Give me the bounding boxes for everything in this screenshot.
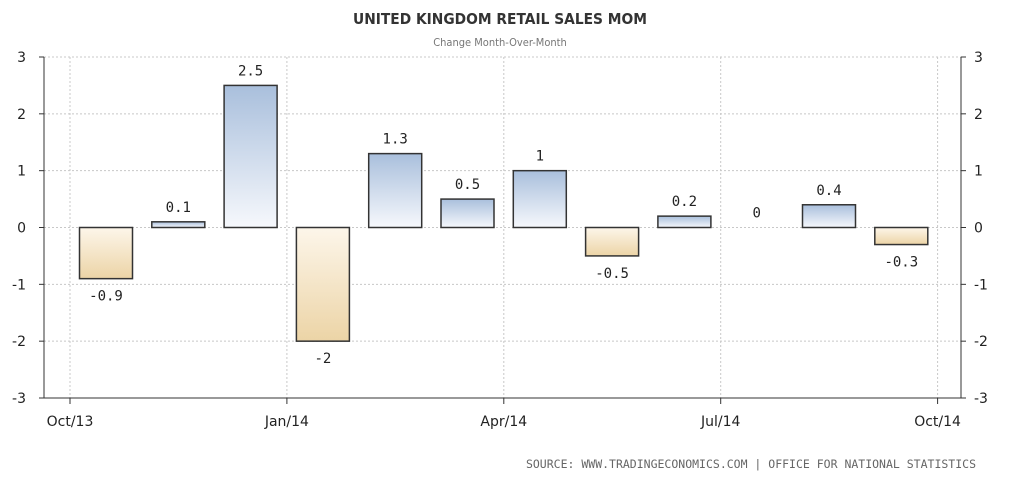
- data-label: 1: [536, 149, 544, 165]
- chart-source: SOURCE: WWW.TRADINGECONOMICS.COM | OFFIC…: [525, 457, 976, 471]
- y-tick-label-right: 0: [974, 221, 983, 237]
- y-tick-label-left: 1: [17, 164, 26, 180]
- x-tick-label: Jan/14: [264, 414, 309, 430]
- bars: [78, 84, 929, 342]
- bar-apr-14: [512, 169, 568, 229]
- y-tick-label-left: 3: [17, 50, 26, 66]
- bar-jun-14: [657, 215, 712, 229]
- data-label: 0: [752, 206, 760, 222]
- y-tick-label-right: 3: [974, 50, 983, 66]
- y-tick-label-left: -1: [12, 277, 26, 293]
- data-label: 0.5: [455, 177, 480, 193]
- data-label: 0.4: [816, 183, 841, 199]
- y-tick-label-right: -3: [974, 391, 988, 407]
- axes: 3 3 2 2 1 1 0 0 -1 -1 -2 -2 -3 -3 Oct/13 Jan/14 Apr/14 Ju…: [12, 50, 988, 430]
- bar-nov-13: [151, 221, 206, 229]
- x-tick-label: Oct/14: [914, 414, 961, 430]
- data-label: 1.3: [383, 132, 408, 148]
- bar-aug-14: [801, 204, 857, 229]
- data-label: -0.9: [89, 289, 123, 305]
- y-tick-label-left: -2: [12, 334, 26, 350]
- data-label: 0.2: [672, 194, 697, 210]
- y-tick-label-left: 0: [17, 221, 26, 237]
- bar-sep-14: [874, 226, 929, 246]
- chart-title: UNITED KINGDOM RETAIL SALES MOM: [352, 10, 647, 28]
- y-tick-label-left: 2: [17, 107, 26, 123]
- bar-jan-14: [295, 226, 351, 342]
- y-tick-label-right: 2: [974, 107, 983, 123]
- y-tick-label-left: -3: [12, 391, 26, 407]
- x-tick-label: Jul/14: [700, 414, 741, 430]
- bar-feb-14: [367, 152, 423, 229]
- data-label: 0.1: [166, 200, 191, 216]
- y-tick-label-right: 1: [974, 164, 983, 180]
- chart-subtitle: Change Month-Over-Month: [433, 36, 567, 49]
- bar-dec-13: [223, 84, 278, 229]
- data-label: -0.3: [884, 255, 918, 271]
- bar-mar-14: [440, 198, 495, 229]
- y-tick-label-right: -2: [974, 334, 988, 350]
- data-label: -2: [314, 351, 331, 367]
- data-label: 2.5: [238, 63, 263, 79]
- data-labels: -0.9 0.1 2.5 -2 1.3 0.5 1 -0.5 0.2 0 0.4 -0.3: [89, 63, 918, 367]
- x-tick-label: Oct/13: [47, 414, 94, 430]
- bar-oct-13: [78, 226, 134, 280]
- data-label: -0.5: [595, 266, 629, 282]
- x-tick-label: Apr/14: [480, 414, 527, 430]
- y-tick-label-right: -1: [974, 277, 988, 293]
- bar-may-14: [584, 226, 640, 257]
